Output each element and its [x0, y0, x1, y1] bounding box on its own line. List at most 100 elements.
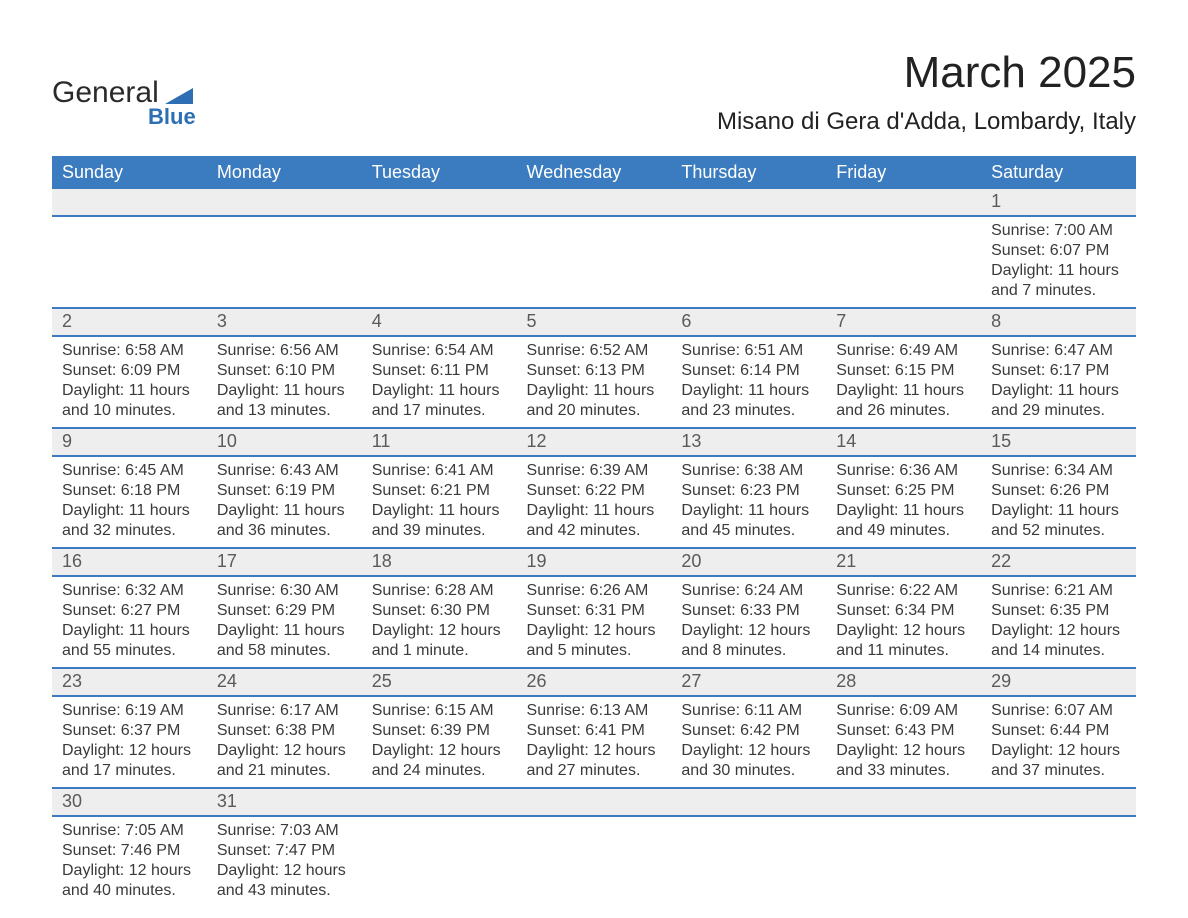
daylight-line: Daylight: 12 hours and 37 minutes. — [991, 741, 1126, 781]
daylight-line: Daylight: 11 hours and 45 minutes. — [681, 501, 816, 541]
day-details: Sunrise: 6:19 AMSunset: 6:37 PMDaylight:… — [52, 697, 207, 787]
day-details: Sunrise: 6:54 AMSunset: 6:11 PMDaylight:… — [362, 337, 517, 427]
day-details: Sunrise: 6:47 AMSunset: 6:17 PMDaylight:… — [981, 337, 1136, 427]
daylight-line: Daylight: 12 hours and 33 minutes. — [836, 741, 971, 781]
daylight-line: Daylight: 11 hours and 42 minutes. — [527, 501, 662, 541]
sunset-line: Sunset: 6:19 PM — [217, 481, 352, 501]
day-number: 30 — [52, 789, 207, 815]
day-number: 18 — [362, 549, 517, 575]
sunrise-line: Sunrise: 6:07 AM — [991, 701, 1126, 721]
day-details: Sunrise: 6:52 AMSunset: 6:13 PMDaylight:… — [517, 337, 672, 427]
sunset-line: Sunset: 6:07 PM — [991, 241, 1126, 261]
calendar-detail-row: Sunrise: 7:00 AMSunset: 6:07 PMDaylight:… — [52, 216, 1136, 308]
day-number: 15 — [981, 429, 1136, 455]
day-details — [362, 817, 517, 891]
daylight-line: Daylight: 11 hours and 52 minutes. — [991, 501, 1126, 541]
weekday-header-row: SundayMondayTuesdayWednesdayThursdayFrid… — [52, 156, 1136, 189]
day-details — [826, 817, 981, 891]
sunset-line: Sunset: 6:10 PM — [217, 361, 352, 381]
sunrise-line: Sunrise: 7:03 AM — [217, 821, 352, 841]
sunrise-line: Sunrise: 6:26 AM — [527, 581, 662, 601]
day-number: 14 — [826, 429, 981, 455]
day-number — [362, 189, 517, 215]
day-details: Sunrise: 6:15 AMSunset: 6:39 PMDaylight:… — [362, 697, 517, 787]
day-details: Sunrise: 6:11 AMSunset: 6:42 PMDaylight:… — [671, 697, 826, 787]
sunrise-line: Sunrise: 6:34 AM — [991, 461, 1126, 481]
sunrise-line: Sunrise: 6:47 AM — [991, 341, 1126, 361]
sunrise-line: Sunrise: 6:17 AM — [217, 701, 352, 721]
daylight-line: Daylight: 11 hours and 49 minutes. — [836, 501, 971, 541]
logo-word1: General — [52, 76, 159, 110]
day-number: 22 — [981, 549, 1136, 575]
daylight-line: Daylight: 11 hours and 39 minutes. — [372, 501, 507, 541]
daylight-line: Daylight: 11 hours and 13 minutes. — [217, 381, 352, 421]
day-details — [981, 817, 1136, 891]
daylight-line: Daylight: 11 hours and 10 minutes. — [62, 381, 197, 421]
day-details: Sunrise: 6:49 AMSunset: 6:15 PMDaylight:… — [826, 337, 981, 427]
sunrise-line: Sunrise: 6:11 AM — [681, 701, 816, 721]
calendar-daynum-row: 1 — [52, 189, 1136, 216]
sunset-line: Sunset: 6:15 PM — [836, 361, 971, 381]
daylight-line: Daylight: 11 hours and 20 minutes. — [527, 381, 662, 421]
day-details: Sunrise: 6:41 AMSunset: 6:21 PMDaylight:… — [362, 457, 517, 547]
day-details — [671, 817, 826, 891]
day-number: 29 — [981, 669, 1136, 695]
day-number — [52, 189, 207, 215]
sunset-line: Sunset: 6:27 PM — [62, 601, 197, 621]
sunrise-line: Sunrise: 6:41 AM — [372, 461, 507, 481]
sunset-line: Sunset: 6:39 PM — [372, 721, 507, 741]
sunrise-line: Sunrise: 6:45 AM — [62, 461, 197, 481]
day-details: Sunrise: 6:32 AMSunset: 6:27 PMDaylight:… — [52, 577, 207, 667]
day-number: 28 — [826, 669, 981, 695]
logo: General Blue — [52, 76, 196, 130]
calendar-daynum-row: 16171819202122 — [52, 548, 1136, 576]
daylight-line: Daylight: 11 hours and 7 minutes. — [991, 261, 1126, 301]
day-details — [517, 817, 672, 891]
sunrise-line: Sunrise: 6:54 AM — [372, 341, 507, 361]
daylight-line: Daylight: 11 hours and 23 minutes. — [681, 381, 816, 421]
day-number: 4 — [362, 309, 517, 335]
calendar-detail-row: Sunrise: 6:58 AMSunset: 6:09 PMDaylight:… — [52, 336, 1136, 428]
day-details: Sunrise: 6:17 AMSunset: 6:38 PMDaylight:… — [207, 697, 362, 787]
day-details: Sunrise: 7:03 AMSunset: 7:47 PMDaylight:… — [207, 817, 362, 907]
daylight-line: Daylight: 11 hours and 55 minutes. — [62, 621, 197, 661]
location-subtitle: Misano di Gera d'Adda, Lombardy, Italy — [717, 108, 1136, 136]
daylight-line: Daylight: 11 hours and 26 minutes. — [836, 381, 971, 421]
daylight-line: Daylight: 12 hours and 27 minutes. — [527, 741, 662, 781]
day-number — [671, 789, 826, 815]
daylight-line: Daylight: 11 hours and 36 minutes. — [217, 501, 352, 541]
sunset-line: Sunset: 6:43 PM — [836, 721, 971, 741]
daylight-line: Daylight: 11 hours and 29 minutes. — [991, 381, 1126, 421]
header-block: General Blue March 2025 Misano di Gera d… — [52, 48, 1136, 148]
sunset-line: Sunset: 6:25 PM — [836, 481, 971, 501]
day-details: Sunrise: 6:56 AMSunset: 6:10 PMDaylight:… — [207, 337, 362, 427]
day-details: Sunrise: 6:07 AMSunset: 6:44 PMDaylight:… — [981, 697, 1136, 787]
day-number — [671, 189, 826, 215]
daylight-line: Daylight: 12 hours and 24 minutes. — [372, 741, 507, 781]
daylight-line: Daylight: 12 hours and 21 minutes. — [217, 741, 352, 781]
sunset-line: Sunset: 6:22 PM — [527, 481, 662, 501]
day-number: 7 — [826, 309, 981, 335]
day-number: 16 — [52, 549, 207, 575]
calendar-daynum-row: 23242526272829 — [52, 668, 1136, 696]
day-details: Sunrise: 6:24 AMSunset: 6:33 PMDaylight:… — [671, 577, 826, 667]
sunset-line: Sunset: 6:41 PM — [527, 721, 662, 741]
daylight-line: Daylight: 12 hours and 1 minute. — [372, 621, 507, 661]
sunrise-line: Sunrise: 6:19 AM — [62, 701, 197, 721]
day-number — [826, 189, 981, 215]
sunrise-line: Sunrise: 6:15 AM — [372, 701, 507, 721]
day-number — [362, 789, 517, 815]
daylight-line: Daylight: 12 hours and 43 minutes. — [217, 861, 352, 901]
sunset-line: Sunset: 6:35 PM — [991, 601, 1126, 621]
sunrise-line: Sunrise: 6:32 AM — [62, 581, 197, 601]
day-details — [826, 217, 981, 291]
sunset-line: Sunset: 7:47 PM — [217, 841, 352, 861]
sunset-line: Sunset: 7:46 PM — [62, 841, 197, 861]
day-details — [517, 217, 672, 291]
daylight-line: Daylight: 12 hours and 5 minutes. — [527, 621, 662, 661]
daylight-line: Daylight: 11 hours and 32 minutes. — [62, 501, 197, 541]
weekday-header: Wednesday — [517, 156, 672, 189]
day-number: 19 — [517, 549, 672, 575]
weekday-header: Monday — [207, 156, 362, 189]
weekday-header: Tuesday — [362, 156, 517, 189]
